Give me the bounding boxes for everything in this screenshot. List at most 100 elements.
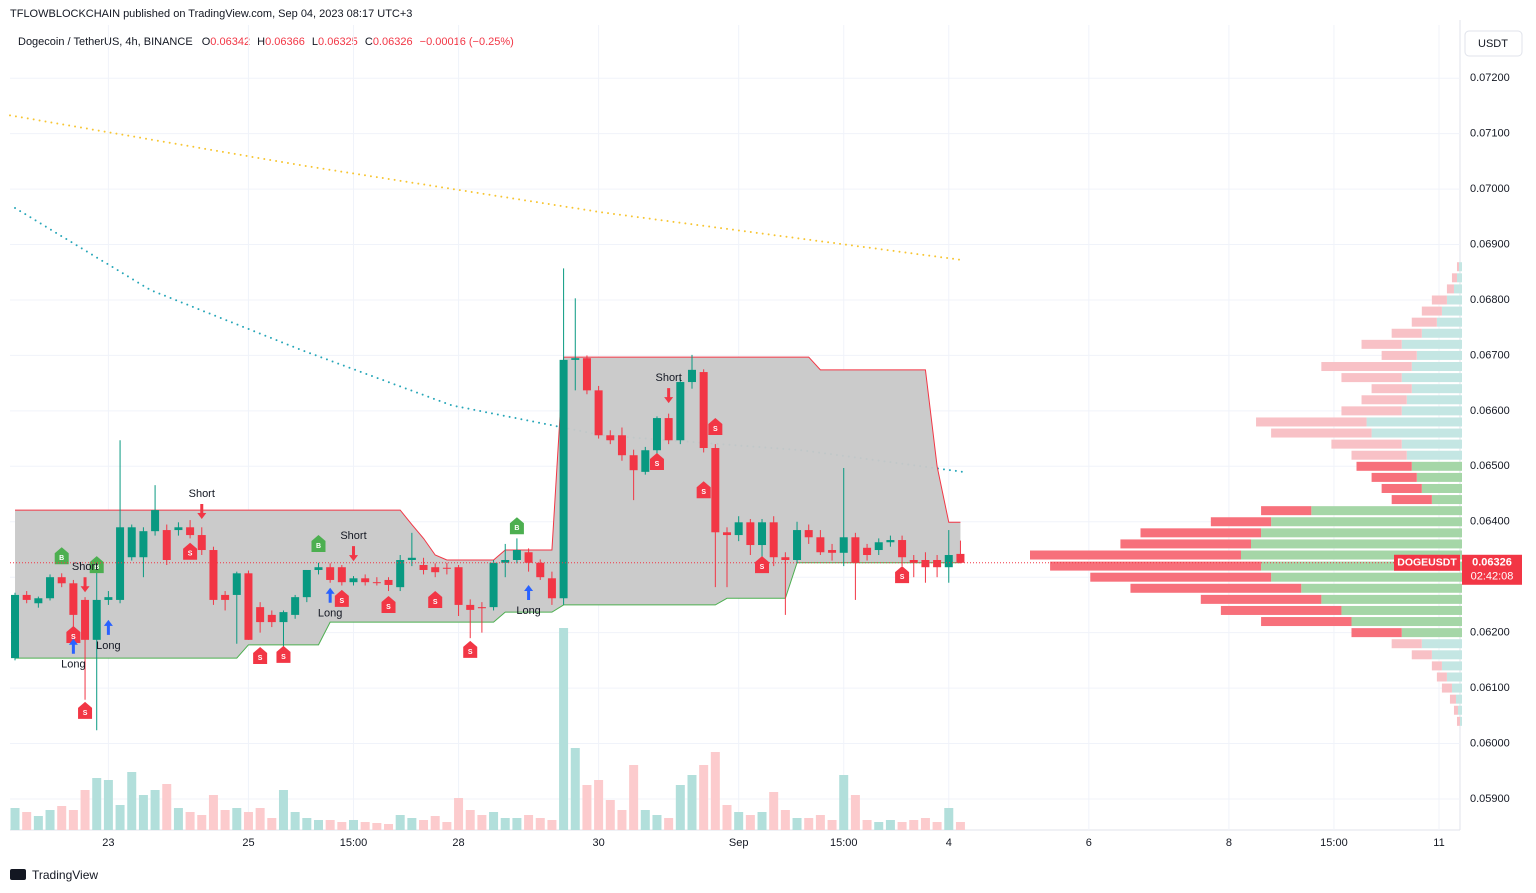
profile-buy [1401,339,1462,349]
candle-body [384,579,393,585]
signal-letter: B [514,525,519,532]
signal-tag [276,645,291,663]
profile-sell [1371,384,1412,394]
volume-bar [150,790,160,830]
candle-body [92,599,101,640]
volume-bar [664,818,674,830]
volume-bar [780,810,790,830]
volume-bar [395,815,405,830]
candle-body [816,537,825,553]
volume-bar [652,815,662,830]
signal-arrow [103,619,113,635]
signal-arrow [80,577,90,593]
signal-tag [54,547,69,565]
candle-body [723,532,732,536]
volume-bar [710,752,720,830]
candle-body [501,560,510,563]
volume-bar [68,810,78,830]
candle-body [221,594,230,600]
ohlc-label: C [365,36,373,48]
profile-buy [1436,317,1462,327]
signal: S [334,589,349,607]
volume-bar [197,815,207,830]
signal-arrow [349,546,359,562]
candle-body [116,527,125,600]
candle-body [781,557,790,561]
volume-bar [570,748,580,830]
signal: S [463,640,478,658]
currency-button[interactable] [1464,30,1523,57]
signal: S [708,418,723,436]
candle-body [267,614,276,623]
profile-sell [1361,339,1402,349]
signal: B [311,535,326,553]
profile-sell [1351,450,1407,460]
signal-tag [89,556,104,574]
profile-sell [1453,705,1458,715]
signal-text: Short [655,372,681,384]
volume-bar [594,780,604,830]
profile-sell [1130,583,1302,593]
volume-bar [920,818,930,830]
profile-buy [1416,472,1462,482]
currency[interactable]: USDT [1478,38,1508,50]
signal-text: Long [61,659,85,671]
ohlc-value: 0.06326 [373,36,413,48]
countdown-label: 02:42:08 [1471,571,1514,583]
volume-bar [45,810,55,830]
candle-body [104,597,113,600]
candle-body [956,553,965,563]
volume-bar [722,805,732,830]
profile-sell [1341,373,1402,383]
candle-body [629,455,638,471]
signal-letter: S [258,655,263,662]
signal-tag [381,596,396,614]
signal: S [755,556,770,574]
signal: Short [189,488,215,520]
profile-sell [1050,561,1262,571]
signal-text: Long [96,640,120,652]
profile-buy [1401,373,1462,383]
signal: B [509,517,524,535]
signal-tag [509,517,524,535]
profile-sell [1140,528,1262,538]
y-tick-label: 0.06200 [1470,627,1510,639]
candle-body [186,527,195,536]
volume-bar [384,824,394,830]
logo[interactable]: TradingView [10,868,98,882]
volume-bar [699,765,709,830]
signal: Short [72,561,98,593]
signal-tag [66,625,81,643]
signal-letter: B [94,564,99,571]
candle-body [46,577,55,599]
ohlc-label: L [312,36,318,48]
profile-sell [1030,550,1241,560]
candle-body [769,522,778,558]
volume-bar [349,820,359,830]
candle-body [477,607,486,609]
profile-sell [1371,472,1417,482]
candle-body [22,594,31,600]
candle-body [127,527,136,558]
candle-body [641,450,650,472]
candle-body [652,418,661,451]
profile-sell [1200,594,1322,604]
volume-bar [255,808,265,830]
volume-bar [582,785,592,830]
x-tick-label: 8 [1226,837,1232,849]
profile-buy [1366,417,1462,427]
volume-bar [617,810,627,830]
volume-bar [897,822,907,830]
volume-bar [80,790,90,830]
y-tick-label: 0.07100 [1470,128,1510,140]
volume-bar [792,818,802,830]
volume-bar [127,772,137,830]
x-tick-label: 23 [102,837,114,849]
y-tick-label: 0.06800 [1470,294,1510,306]
volume-bar [944,808,954,830]
profile-sell [1090,572,1272,582]
profile-buy [1431,650,1462,660]
profile-sell [1431,295,1447,305]
volume-bar [185,812,195,830]
candle-body [571,358,580,360]
